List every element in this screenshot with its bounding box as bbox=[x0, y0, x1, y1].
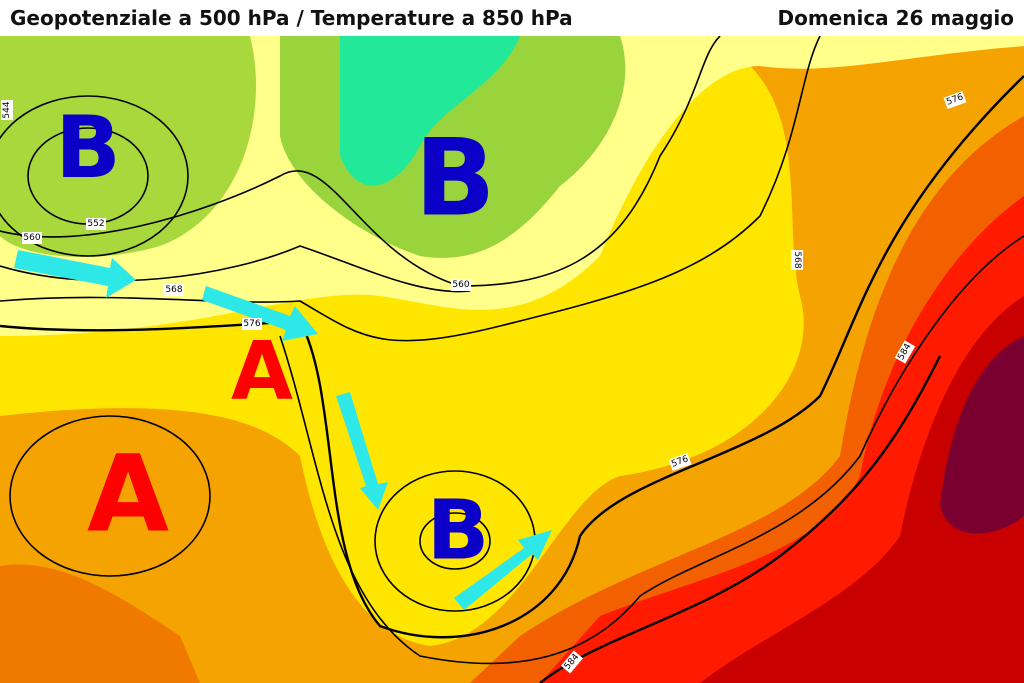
contour-label-box: 560 bbox=[22, 232, 42, 244]
contour-label-box: 576 bbox=[943, 90, 967, 110]
isohypse bbox=[0, 36, 721, 287]
teal-field bbox=[340, 36, 520, 186]
isohypse bbox=[0, 95, 189, 257]
contour-label-bg bbox=[560, 650, 584, 674]
contour-label-bg bbox=[894, 340, 916, 364]
arrows bbox=[14, 250, 552, 610]
contour-label-bg bbox=[22, 232, 42, 244]
pressure-center: B bbox=[427, 484, 490, 579]
green-field-west bbox=[0, 36, 256, 257]
contour-label-box: 560 bbox=[451, 279, 471, 291]
isohypse bbox=[9, 415, 211, 577]
contour-label-box: 576 bbox=[668, 452, 692, 472]
map-title: Geopotenziale a 500 hPa / Temperature a … bbox=[10, 6, 573, 30]
contour-label: 552 bbox=[87, 219, 104, 229]
contour-label-bg bbox=[791, 250, 803, 270]
contour-label-bg bbox=[451, 279, 471, 291]
contour-label: 544 bbox=[2, 101, 12, 118]
isohypse bbox=[279, 235, 1024, 665]
contour-label-box: 576 bbox=[242, 318, 262, 330]
arrow bbox=[202, 286, 318, 341]
contour-label-bg bbox=[943, 90, 967, 110]
arrow bbox=[336, 392, 388, 510]
isohypse bbox=[0, 36, 821, 342]
contour-label: 576 bbox=[243, 319, 260, 329]
isohypses bbox=[0, 36, 1024, 683]
contour-label-box: 568 bbox=[164, 284, 184, 296]
contour-label: 568 bbox=[792, 251, 802, 268]
dark-orange-field bbox=[0, 564, 200, 683]
map-date: Domenica 26 maggio bbox=[777, 6, 1014, 30]
contour-label-bg bbox=[242, 318, 262, 330]
contour-label-bg bbox=[1, 100, 13, 120]
contour-label: 560 bbox=[23, 233, 40, 243]
contour-label-bg bbox=[164, 284, 184, 296]
arrow bbox=[454, 530, 552, 610]
pressure-center: B bbox=[415, 117, 496, 240]
contour-label-box: 552 bbox=[86, 218, 106, 230]
contour-label-bg bbox=[86, 218, 106, 230]
contour-label: 568 bbox=[165, 285, 182, 295]
purple-field bbox=[940, 336, 1024, 534]
contour-label-box: 544 bbox=[1, 100, 13, 120]
contour-label: 560 bbox=[452, 280, 469, 290]
pressure-center: B bbox=[55, 98, 121, 198]
isohypse bbox=[419, 512, 491, 570]
arrow bbox=[14, 250, 136, 298]
contour-label-box: 568 bbox=[791, 250, 803, 270]
pressure-center: A bbox=[231, 325, 293, 418]
isohypse bbox=[539, 355, 942, 683]
dark-red-field bbox=[700, 296, 1024, 683]
pressure-center: A bbox=[87, 433, 169, 556]
contour-label-bg bbox=[668, 452, 692, 472]
